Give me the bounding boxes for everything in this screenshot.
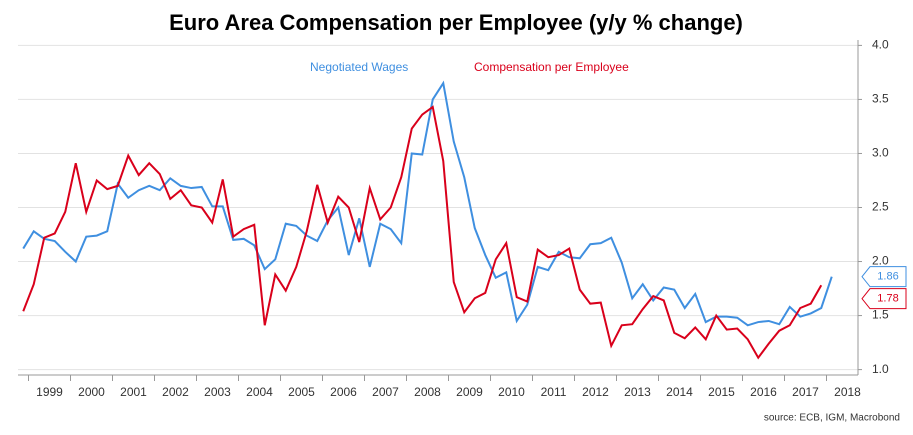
x-tick-label: 2004 [246, 385, 273, 399]
x-tick-label: 2014 [666, 385, 693, 399]
legend-entry: Negotiated Wages [310, 60, 408, 74]
x-tick-label: 2018 [834, 385, 861, 399]
y-tick-label: 1.0 [872, 362, 889, 376]
series-line [22, 80, 833, 327]
y-tick-label: 1.5 [872, 308, 889, 322]
x-tick-label: 2008 [414, 385, 441, 399]
y-tick-label: 3.5 [872, 92, 889, 106]
end-label-box [861, 266, 907, 288]
source: source: ECB, IGM, Macrobond [764, 413, 900, 424]
x-tick-label: 1999 [36, 385, 63, 399]
legend-entry: Compensation per Employee [474, 60, 629, 74]
series-line [22, 105, 823, 360]
chart-title: Euro Area Compensation per Employee (y/y… [169, 10, 743, 35]
x-tick-label: 2005 [288, 385, 315, 399]
y-tick-label: 4.0 [872, 38, 889, 52]
x-tick-label: 2000 [78, 385, 105, 399]
x-tick-label: 2001 [120, 385, 147, 399]
x-tick-label: 2016 [750, 385, 777, 399]
end-label: 1.86 [877, 271, 898, 283]
x-tick-label: 2015 [708, 385, 735, 399]
x-tick-label: 2006 [330, 385, 357, 399]
x-tick-label: 2002 [162, 385, 189, 399]
x-tick-label: 2009 [456, 385, 483, 399]
end-label: 1.78 [877, 293, 898, 305]
x-tick-label: 2010 [498, 385, 525, 399]
y-tick-label: 2.0 [872, 254, 889, 268]
x-tick-label: 2011 [541, 385, 567, 399]
end-label-box [861, 288, 907, 310]
x-tick-label: 2013 [624, 385, 651, 399]
x-tick-label: 2017 [792, 385, 819, 399]
y-tick-label: 3.0 [872, 146, 889, 160]
x-tick-label: 2007 [372, 385, 399, 399]
x-tick-label: 2003 [204, 385, 231, 399]
x-tick-label: 2012 [582, 385, 609, 399]
y-tick-label: 2.5 [872, 200, 889, 214]
